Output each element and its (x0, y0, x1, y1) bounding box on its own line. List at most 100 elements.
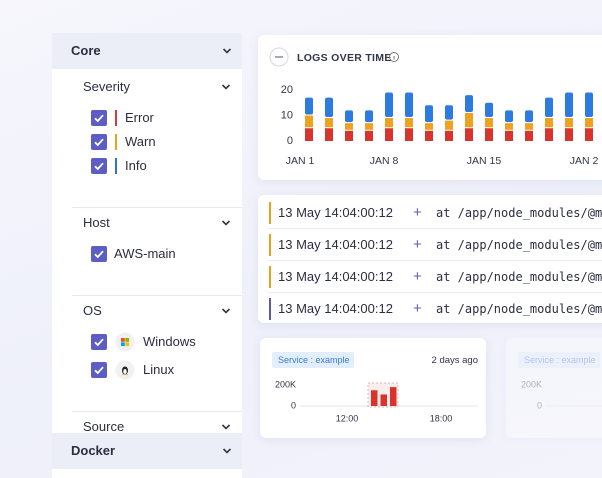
checkmark (94, 366, 104, 375)
bar-segment (465, 95, 473, 112)
info-icon[interactable] (389, 52, 399, 62)
service-card: Service : example 0 200K (506, 338, 602, 438)
checkbox-box[interactable] (91, 362, 107, 378)
checkbox-box[interactable] (91, 134, 107, 150)
y-tick-label: 10 (281, 109, 293, 121)
bar-segment (525, 130, 533, 141)
bar-segment (525, 123, 533, 130)
x-tick-label: 12:00 (336, 413, 359, 423)
expand-button[interactable]: + (413, 236, 422, 253)
windows-icon (115, 332, 135, 352)
checkmark (94, 338, 104, 347)
expand-button[interactable]: + (413, 300, 422, 317)
sidebar-header[interactable]: Core (52, 33, 242, 69)
log-row[interactable]: 13 May 14:04:00:12 + at /app/node_modules/… (258, 229, 602, 260)
bar-segment (565, 128, 573, 141)
service-tag (272, 352, 354, 368)
bar-segment (545, 128, 553, 141)
bar-segment (305, 97, 313, 115)
tux-belly (123, 369, 127, 374)
filter-label[interactable]: Linux (143, 362, 175, 377)
bar-segment (505, 130, 513, 141)
severity-marker (115, 110, 117, 126)
bar-segment (345, 130, 353, 141)
log-row[interactable]: 13 May 14:04:00:12 + at /app/node_modules/… (258, 197, 602, 228)
bar-segment (505, 110, 513, 123)
row-divider (268, 228, 602, 229)
service-tag-text: Service : example (278, 355, 350, 365)
checkbox-box[interactable] (91, 334, 107, 350)
filter-label[interactable]: AWS-main (114, 246, 176, 261)
icon-bg (115, 332, 135, 352)
chevron (221, 84, 231, 90)
logo-square (125, 342, 130, 347)
mini-chart: Service : example 2 days ago 0 200K 12:00 18:… (272, 352, 478, 423)
bar-segment (445, 130, 453, 141)
bar-segment (385, 92, 393, 118)
bar-segment (525, 110, 533, 123)
sidebar: Core Severity Error Warn Info Host AWS-main OS W… (52, 33, 242, 478)
chevron-icon[interactable] (221, 308, 231, 314)
bar-segment (545, 97, 553, 118)
checkmark (94, 250, 104, 259)
log-row[interactable]: 13 May 14:04:00:12 + at /app/node_modules/… (258, 261, 602, 292)
bar-segment (365, 123, 373, 130)
checkmark (94, 162, 104, 171)
bar-segment (345, 110, 353, 123)
checkbox-box[interactable] (91, 110, 107, 126)
x-tick-label: 18:00 (430, 413, 453, 423)
logo-square (125, 338, 130, 342)
filter-label[interactable]: Info (125, 158, 147, 173)
filter-label[interactable]: Error (125, 110, 154, 125)
x-tick-label: JAN 1 (286, 155, 315, 167)
chevron (222, 448, 232, 454)
log-row[interactable]: 13 May 14:04:00:12 + at /app/node_modules/… (258, 293, 602, 324)
logo-square (121, 342, 125, 347)
x-tick-label: JAN 8 (370, 155, 399, 167)
section-title[interactable]: OS (83, 303, 102, 318)
bar-segment (405, 118, 413, 128)
bar-segment (405, 92, 413, 118)
expand-button[interactable]: + (413, 204, 422, 221)
bar-segment (405, 128, 413, 141)
chevron-icon[interactable] (221, 84, 231, 90)
bar-segment (305, 128, 313, 141)
chevron-icon[interactable] (221, 220, 231, 226)
bar-segment (585, 128, 593, 141)
section-title[interactable]: Source (83, 419, 125, 434)
chevron-icon[interactable] (222, 448, 232, 454)
filter-label[interactable]: Windows (143, 334, 196, 349)
chevron-icon[interactable] (222, 48, 232, 54)
log-time: 13 May 14:04:00:12 (278, 269, 393, 284)
section-title[interactable]: Severity (83, 79, 130, 94)
chart-panel: LOGS OVER TIME 0 10 20 JAN 1 JAN 8 JAN 15 JAN 2 (258, 35, 602, 180)
bar-segment (505, 123, 513, 130)
checkbox (91, 246, 107, 262)
checkbox (91, 110, 107, 126)
sidebar-footer[interactable]: Docker (52, 433, 242, 469)
checkbox-box[interactable] (91, 158, 107, 174)
bar-segment (585, 118, 593, 128)
expand-button[interactable]: + (413, 268, 422, 285)
filter-label[interactable]: Warn (125, 134, 156, 149)
bar-segment (445, 120, 453, 130)
divider (72, 207, 242, 208)
mini-bar (371, 390, 378, 406)
chevron-icon[interactable] (221, 424, 231, 430)
y-tick-label: 0 (291, 400, 296, 410)
log-time: 13 May 14:04:00:12 (278, 237, 393, 252)
checkbox-box[interactable] (91, 246, 107, 262)
bar-segment (385, 128, 393, 141)
section-title[interactable]: Host (83, 215, 110, 230)
bar-segment (585, 92, 593, 118)
checkbox (91, 362, 107, 378)
service-tag (518, 352, 600, 368)
checkbox (91, 158, 107, 174)
checkmark (94, 114, 104, 123)
severity-bar (269, 298, 271, 320)
checkbox (91, 334, 107, 350)
checkmark (94, 138, 104, 147)
severity-bar (269, 234, 271, 256)
bar-segment (425, 123, 433, 130)
